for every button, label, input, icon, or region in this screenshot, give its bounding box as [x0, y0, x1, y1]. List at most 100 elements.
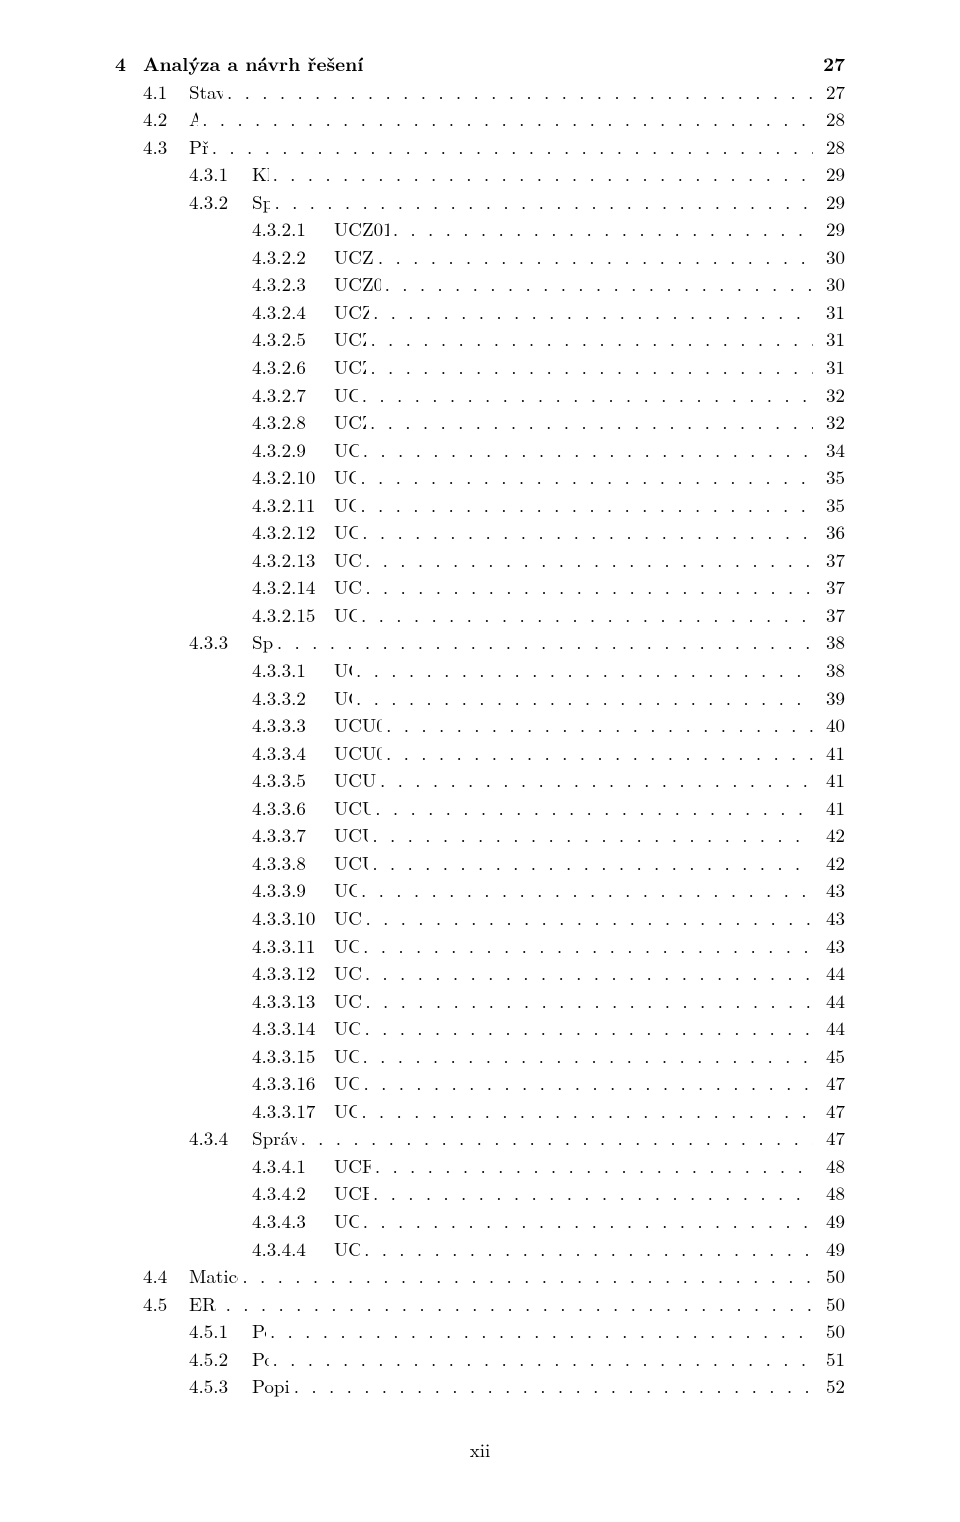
toc-entry-page: 37	[817, 546, 845, 574]
toc-entry-title: UCZ10 Podat žádost	[334, 463, 356, 491]
toc-entry-title: UCZ01 Prohlížet seznam žádostí podřízený…	[334, 215, 389, 243]
toc-entry-page: 38	[817, 628, 845, 656]
toc-entry-number: 4.3.3.11	[252, 932, 334, 960]
toc-entry-number: 4.3.3.16	[252, 1069, 334, 1097]
toc-entry-number: 4.3.3	[189, 628, 252, 656]
toc-entry: 4.3.2.8UCZ08 Zvolit a vyplnit žádost. . …	[115, 408, 845, 436]
toc-entry-number: 4.3	[143, 133, 189, 161]
toc-entry-page: 31	[817, 353, 845, 381]
toc-entry: 4.3.3.13UCU13 Přeřadit uživatele. . . . …	[115, 987, 845, 1015]
toc-entry-page: 51	[817, 1345, 845, 1373]
toc-entry: 4.3.3Správa uživatelů. . . . . . . . . .…	[115, 628, 845, 656]
toc-leader-dots: . . . . . . . . . . . . . . . . . . . . …	[365, 904, 813, 932]
toc-entry-number: 4.3.3.17	[252, 1097, 334, 1125]
toc-entry-page: 41	[817, 766, 845, 794]
toc-entry-page: 45	[817, 1042, 845, 1070]
toc-leader-dots: . . . . . . . . . . . . . . . . . . . . …	[273, 1345, 813, 1373]
toc-entry-page: 49	[817, 1235, 845, 1263]
toc-entry-page: 50	[817, 1262, 845, 1290]
toc-entry-page: 27	[817, 78, 845, 106]
toc-leader-dots: . . . . . . . . . . . . . . . . . . . . …	[393, 215, 813, 243]
toc-entry-title: Popis entit	[252, 1317, 266, 1345]
toc-entry-number: 4.3.3.2	[252, 684, 334, 712]
toc-entry: 4.3.4Správa formulářů (šablon formulářů)…	[115, 1124, 845, 1152]
toc-entry-number: 4.1	[143, 78, 189, 106]
toc-entry-number: 4.3.4.1	[252, 1152, 334, 1180]
toc-entry-title: UCZ13 Zamítnout žádost	[334, 546, 361, 574]
toc-entry-number: 4.3.2.15	[252, 601, 334, 629]
toc-entry-title: Klíčová slova	[252, 160, 269, 188]
toc-entry-page: 37	[817, 573, 845, 601]
toc-entry-page: 49	[817, 1207, 845, 1235]
toc-entry-title: UCZ14 Zaevidovat žádost	[334, 573, 361, 601]
toc-entry: 4.3.2Správa žádostí. . . . . . . . . . .…	[115, 188, 845, 216]
toc-entry: 4.3.3.5UCU05 Prohlížet seznam všech uživ…	[115, 766, 845, 794]
toc-entry: 4.3.3.10UCU10 Nastavit zástupce. . . . .…	[115, 904, 845, 932]
toc-entry-page: 41	[817, 794, 845, 822]
toc-entry-page: 41	[817, 739, 845, 767]
toc-leader-dots: . . . . . . . . . . . . . . . . . . . . …	[360, 463, 813, 491]
toc-entry: 4.3.3.12UCU12 Upravit uživatele. . . . .…	[115, 959, 845, 987]
toc-leader-dots: . . . . . . . . . . . . . . . . . . . . …	[380, 766, 813, 794]
toc-entry-number: 4.4	[143, 1262, 189, 1290]
toc-entry-page: 32	[817, 408, 845, 436]
toc-entry-title: UCU10 Nastavit zástupce	[334, 904, 361, 932]
toc-entry-title: UCF04 Smazat formulář	[334, 1235, 360, 1263]
toc-entry-page: 42	[817, 821, 845, 849]
toc-entry-page: 37	[817, 601, 845, 629]
toc-entry: 4.3.3.2UCU02 Odhlásit. . . . . . . . . .…	[115, 684, 845, 712]
toc-entry-title: ER konceptuální model	[189, 1290, 222, 1318]
toc-entry: 4.5.2Popis vztahů. . . . . . . . . . . .…	[115, 1345, 845, 1373]
toc-entry-page: 44	[817, 959, 845, 987]
toc-entry: 4.3.1Klíčová slova. . . . . . . . . . . …	[115, 160, 845, 188]
toc-entry-number: 4.2	[143, 105, 189, 133]
toc-entry: 4.5.3Popis atributů „state“ a „role“. . …	[115, 1372, 845, 1400]
toc-entry-page: 39	[817, 684, 845, 712]
toc-entry-number: 4.3.2.7	[252, 381, 334, 409]
toc-entry: 4Analýza a návrh řešení27	[115, 50, 845, 78]
toc-entry: 4.3.2.10UCZ10 Podat žádost. . . . . . . …	[115, 463, 845, 491]
toc-leader-dots: . . . . . . . . . . . . . . . . . . . . …	[370, 325, 813, 353]
toc-entry: 4.3.2.9UCZ09 Vytvořit žádost. . . . . . …	[115, 436, 845, 464]
toc-leader-dots: . . . . . . . . . . . . . . . . . . . . …	[386, 739, 813, 767]
toc-leader-dots: . . . . . . . . . . . . . . . . . . . . …	[270, 1317, 813, 1345]
toc-leader-dots: . . . . . . . . . . . . . . . . . . . . …	[385, 270, 813, 298]
toc-entry: 4.3.2.14UCZ14 Zaevidovat žádost. . . . .…	[115, 573, 845, 601]
toc-entry-number: 4.3.4	[189, 1124, 252, 1152]
toc-entry-page: 30	[817, 243, 845, 271]
page-number: xii	[115, 1436, 845, 1463]
toc-entry-number: 4.3.4.3	[252, 1207, 334, 1235]
toc-leader-dots: . . . . . . . . . . . . . . . . . . . . …	[363, 1207, 813, 1235]
toc-leader-dots: . . . . . . . . . . . . . . . . . . . . …	[274, 188, 813, 216]
toc-entry-number: 4.3.2.10	[252, 463, 334, 491]
toc-entry: 4.3.3.1UCU01 Přihlásit. . . . . . . . . …	[115, 656, 845, 684]
toc-entry-number: 4.3.2.6	[252, 353, 334, 381]
toc-leader-dots: . . . . . . . . . . . . . . . . . . . . …	[373, 298, 813, 326]
toc-leader-dots: . . . . . . . . . . . . . . . . . . . . …	[386, 711, 813, 739]
toc-entry: 4.3.2.6UCZ06 Tisknout detail žádosti. . …	[115, 353, 845, 381]
toc-entry-title: Popis atributů „state“ a „role“	[252, 1372, 290, 1400]
toc-entry-title: UCU07 Prohlížet detail uživatele	[334, 821, 368, 849]
toc-entry-page: 32	[817, 381, 845, 409]
toc-entry-number: 4.3.3.12	[252, 959, 334, 987]
toc-entry: 4.3.3.9UCU09 Upravit heslo. . . . . . . …	[115, 876, 845, 904]
toc-entry: 4.3.4.4UCF04 Smazat formulář. . . . . . …	[115, 1235, 845, 1263]
toc-entry: 4.5ER konceptuální model. . . . . . . . …	[115, 1290, 845, 1318]
toc-entry-page: 31	[817, 298, 845, 326]
toc-entry-number: 4.3.3.7	[252, 821, 334, 849]
toc-entry-page: 48	[817, 1179, 845, 1207]
toc-entry-title: UCU17 Poslat zprávu	[334, 1097, 357, 1125]
toc-entry-number: 4.3.3.13	[252, 987, 334, 1015]
toc-entry-page: 38	[817, 656, 845, 684]
toc-leader-dots: . . . . . . . . . . . . . . . . . . . . …	[361, 876, 813, 904]
toc-entry-page: 47	[817, 1124, 845, 1152]
toc-entry-title: UCZ06 Tisknout detail žádosti	[334, 353, 366, 381]
toc-leader-dots: . . . . . . . . . . . . . . . . . . . . …	[361, 1097, 813, 1125]
toc-entry-number: 4.3.2.3	[252, 270, 334, 298]
toc-entry-page: 43	[817, 876, 845, 904]
toc-leader-dots: . . . . . . . . . . . . . . . . . . . . …	[360, 491, 813, 519]
toc-entry: 4.3.2.3UCZ03 Prohlížet seznam žádostí za…	[115, 270, 845, 298]
toc-entry-number: 4.3.2.4	[252, 298, 334, 326]
toc-leader-dots: . . . . . . . . . . . . . . . . . . . . …	[212, 133, 813, 161]
toc-entry: 4.4Matice pokrytí funkčních požadavků. .…	[115, 1262, 845, 1290]
